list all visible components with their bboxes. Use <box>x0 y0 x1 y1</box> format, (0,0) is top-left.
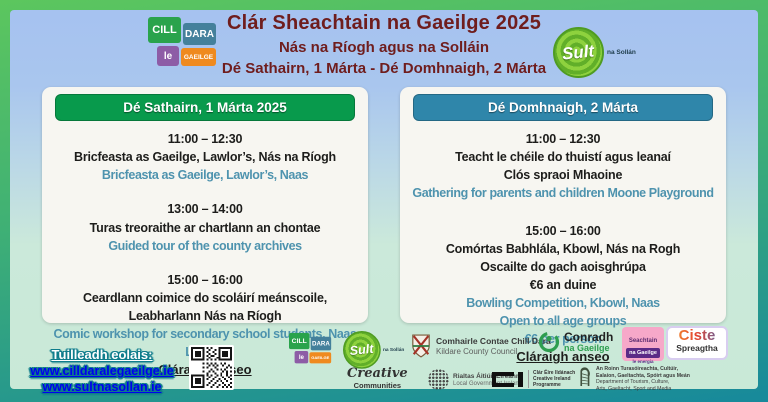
conradh-icon <box>538 331 560 353</box>
event-time: 11:00 – 12:30 <box>167 132 243 146</box>
department-name-english: Department of Tourism, Culture, Arts, Ga… <box>596 379 672 392</box>
event-bowling-competition: 15:00 – 16:00 Comórtas Babhlála, Kbowl, … <box>410 222 716 367</box>
dotted-globe-icon <box>428 369 449 390</box>
logo-tile-gaeilge: GAEILGE <box>181 48 216 66</box>
event-title-english: Gathering for parents and children Moone… <box>412 186 714 201</box>
logo-tile-dara: DARA <box>310 336 332 351</box>
event-playground-gathering: 11:00 – 12:30 Teacht le chéile do thuist… <box>410 130 716 203</box>
qr-code[interactable] <box>189 345 234 390</box>
event-time: 11:00 – 12:30 <box>525 132 601 146</box>
creative-communities-logo: Creative Communities <box>347 367 408 390</box>
register-link-sunday[interactable]: Cláraigh anseo <box>516 349 610 365</box>
event-archives-tour: 13:00 – 14:00 Turas treoraithe ar chartl… <box>52 200 358 254</box>
poster-subtitle-dates: Dé Sathairn, 1 Márta - Dé Domhnaigh, 2 M… <box>221 60 547 77</box>
kildare-name-irish: Comhairle Contae Chill Dara <box>436 336 551 346</box>
sult-suffix: na Sollán <box>382 347 405 353</box>
sult-mini-logo: Sult na Sollán <box>343 331 426 382</box>
kildare-county-council-logo: Comhairle Contae Chill Dara Kildare Coun… <box>411 334 551 358</box>
event-breakfast: 11:00 – 12:30 Bricfeasta as Gaeilge, Law… <box>52 130 358 184</box>
saturday-header: Dé Sathairn, 1 Márta 2025 <box>55 94 355 121</box>
sult-spiral-icon: Sult <box>553 27 604 78</box>
seachtain-bottom: le energia <box>632 359 654 364</box>
sult-spiral-icon: Sult <box>343 331 381 369</box>
rialtas-name-irish: Rialtas Áitiúil Éireann <box>453 372 520 380</box>
event-time: 15:00 – 16:00 <box>167 272 243 287</box>
cill-dara-mini-logo: CILL DARA le GAEILGE <box>289 333 333 371</box>
event-title-english: Bowling Competition, Kbowl, Naas Open to… <box>466 296 660 347</box>
sunday-schedule-card: Dé Domhnaigh, 2 Márta 11:00 – 12:30 Teac… <box>400 87 726 364</box>
event-title-irish: Bricfeasta as Gaeilge, Lawlor’s, Nás na … <box>74 150 336 165</box>
logo-tile-gaeilge: GAEILGE <box>309 352 332 364</box>
creative-ireland-programme-logo: Clár Éire Ildánach Creative Ireland Prog… <box>492 370 575 388</box>
kildare-name-english: Kildare County Council <box>436 347 518 356</box>
creative-ireland-line2: Creative Ireland <box>533 376 571 382</box>
conradh-sub: na Gaeilge <box>564 343 610 353</box>
poster-title: Clár Sheachtain na Gaeilge 2025 <box>226 12 542 34</box>
ciste-spreagtha-logo: Ciste Spreagtha <box>666 326 728 360</box>
communities-text: Communities <box>353 381 402 390</box>
creative-script: Creative <box>347 366 408 381</box>
event-title-irish: Teacht le chéile do thuistí agus leanaí … <box>455 150 671 183</box>
harp-icon <box>580 367 590 386</box>
creative-ireland-line3: Programme <box>533 382 561 388</box>
spreagtha-wordmark: Spreagtha <box>676 342 718 353</box>
sult-na-sollan-logo: Sult na Sollán <box>553 27 636 78</box>
website-link-sult[interactable]: www.sultnasollan.ie <box>42 380 162 394</box>
sult-suffix: na Sollán <box>607 49 636 56</box>
event-title-irish: Ceardlann coimice do scoláirí meánscoile… <box>83 290 327 323</box>
sunday-events: 11:00 – 12:30 Teacht le chéile do thuist… <box>400 130 726 366</box>
poster-subtitle-location: Nás na Ríogh agus na Solláin <box>278 39 490 56</box>
event-title-irish: Comórtas Babhlála, Kbowl, Nás na Rogh Os… <box>445 241 681 292</box>
logo-tile-le: le <box>294 350 309 364</box>
event-title-irish: Turas treoraithe ar chartlann an chontae <box>89 220 321 235</box>
ciste-wordmark: Ciste <box>668 328 726 344</box>
logo-tile-dara: DARA <box>183 23 216 45</box>
department-tourism-culture-logo: An Roinn Turasóireachta, Cultúir, Ealaío… <box>578 366 690 392</box>
logo-tile-cill: CILL <box>289 333 310 350</box>
event-time: 15:00 – 16:00 <box>525 223 601 238</box>
event-time: 13:00 – 14:00 <box>167 202 243 217</box>
cill-dara-le-gaeilge-logo: CILL DARA le GAEILGE <box>148 17 218 75</box>
sunday-header: Dé Domhnaigh, 2 Márta <box>413 94 713 121</box>
department-name-irish: An Roinn Turasóireachta, Cultúir, Ealaío… <box>596 366 690 379</box>
seachtain-mid: na Gaeilge <box>626 348 660 358</box>
conradh-name: Conradh <box>564 330 614 344</box>
event-title-english: Guided tour of the county archives <box>108 238 302 253</box>
logo-tile-le: le <box>157 46 179 66</box>
rialtas-name-english: Local Government Ireland <box>453 380 523 387</box>
saturday-schedule-card: Dé Sathairn, 1 Márta 2025 11:00 – 12:30 … <box>42 87 368 377</box>
sult-wordmark: Sult <box>349 341 375 358</box>
local-government-ireland-logo: Rialtas Áitiúil Éireann Local Government… <box>428 369 522 390</box>
more-info-heading: Tuilleadh eolais: <box>51 347 153 362</box>
kildare-crest-icon <box>412 334 430 358</box>
creative-ireland-ci-icon <box>492 371 523 387</box>
seachtain-top: Seachtain <box>628 338 658 344</box>
more-info-block: Tuilleadh eolais: www.cilldaralegaeilge.… <box>16 347 188 394</box>
logo-tile-cill: CILL <box>148 17 181 43</box>
poster-titles: Clár Sheachtain na Gaeilge 2025 Nás na R… <box>0 12 768 77</box>
sult-wordmark: Sult <box>561 40 596 64</box>
website-link-cilldara[interactable]: www.cilldaralegaeilge.ie <box>30 364 174 378</box>
conradh-na-gaeilge-logo: Conradh na Gaeilge <box>538 331 613 353</box>
seachtain-na-gaeilge-badge: Seachtain na Gaeilge le energia <box>622 327 664 364</box>
event-title-english: Bricfeasta as Gaeilge, Lawlor’s, Naas <box>101 168 309 183</box>
creative-ireland-line1: Clár Éire Ildánach <box>533 370 576 376</box>
